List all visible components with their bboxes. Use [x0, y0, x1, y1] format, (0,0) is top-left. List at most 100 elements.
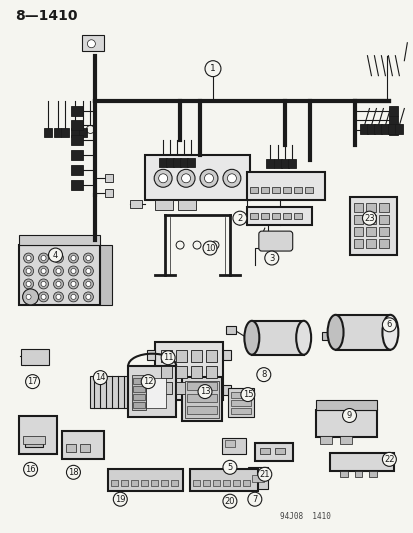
- Bar: [366, 215, 375, 224]
- Bar: [368, 471, 377, 477]
- Bar: [282, 187, 290, 193]
- Bar: [133, 377, 145, 384]
- Bar: [147, 385, 155, 394]
- Bar: [230, 392, 250, 398]
- Circle shape: [83, 266, 93, 276]
- Bar: [354, 471, 362, 477]
- Circle shape: [197, 385, 211, 399]
- Bar: [251, 321, 303, 354]
- Text: 10: 10: [204, 244, 215, 253]
- Circle shape: [26, 375, 40, 389]
- Bar: [366, 203, 375, 212]
- Bar: [389, 116, 397, 125]
- Bar: [367, 125, 375, 134]
- Circle shape: [86, 269, 91, 273]
- Circle shape: [227, 174, 236, 183]
- Bar: [178, 200, 196, 210]
- Bar: [192, 480, 199, 486]
- Bar: [206, 382, 216, 393]
- Text: 15: 15: [242, 390, 252, 399]
- Bar: [71, 135, 83, 146]
- Circle shape: [264, 251, 278, 265]
- Bar: [151, 480, 158, 486]
- Bar: [187, 382, 216, 390]
- Bar: [366, 227, 375, 236]
- Text: 13: 13: [199, 387, 210, 396]
- Circle shape: [158, 174, 167, 183]
- Circle shape: [71, 255, 76, 261]
- Ellipse shape: [295, 321, 311, 354]
- Bar: [147, 350, 155, 360]
- Bar: [82, 35, 104, 51]
- Circle shape: [26, 255, 31, 261]
- Bar: [260, 187, 268, 193]
- Text: 11: 11: [162, 353, 173, 362]
- Ellipse shape: [244, 321, 259, 354]
- Circle shape: [56, 281, 61, 286]
- Bar: [71, 165, 83, 175]
- Bar: [223, 480, 229, 486]
- Bar: [187, 406, 216, 414]
- Circle shape: [256, 368, 270, 382]
- Bar: [293, 213, 301, 219]
- Text: 23: 23: [363, 214, 374, 223]
- Bar: [378, 215, 389, 224]
- Circle shape: [24, 462, 38, 477]
- Circle shape: [24, 292, 33, 302]
- Bar: [271, 187, 279, 193]
- Circle shape: [26, 269, 31, 273]
- Bar: [242, 480, 249, 486]
- Bar: [247, 467, 267, 489]
- Bar: [212, 480, 219, 486]
- Text: 94J08  1410: 94J08 1410: [279, 512, 330, 521]
- Circle shape: [56, 269, 61, 273]
- Bar: [221, 439, 245, 454]
- Bar: [131, 480, 138, 486]
- Text: 17: 17: [27, 377, 38, 386]
- Bar: [190, 366, 202, 377]
- Bar: [335, 315, 389, 350]
- Circle shape: [83, 253, 93, 263]
- Bar: [71, 150, 83, 160]
- Bar: [190, 470, 257, 491]
- Bar: [259, 448, 269, 454]
- Bar: [130, 200, 142, 208]
- Circle shape: [48, 248, 62, 262]
- Bar: [353, 203, 363, 212]
- Bar: [246, 172, 324, 200]
- Bar: [224, 440, 234, 447]
- Bar: [366, 239, 375, 248]
- Bar: [287, 159, 295, 168]
- Circle shape: [86, 281, 91, 286]
- Bar: [249, 187, 257, 193]
- Circle shape: [56, 294, 61, 300]
- Text: 1: 1: [209, 64, 215, 73]
- Bar: [185, 381, 218, 418]
- Bar: [230, 400, 250, 406]
- Bar: [128, 366, 176, 417]
- Circle shape: [233, 211, 246, 225]
- Bar: [19, 235, 100, 245]
- Bar: [389, 106, 397, 116]
- Bar: [161, 366, 172, 377]
- Bar: [251, 475, 263, 482]
- Bar: [53, 128, 62, 138]
- Bar: [349, 197, 396, 255]
- Bar: [159, 158, 167, 167]
- Circle shape: [53, 266, 63, 276]
- Bar: [360, 125, 368, 134]
- Circle shape: [71, 281, 76, 286]
- Circle shape: [38, 266, 48, 276]
- Circle shape: [26, 294, 31, 300]
- Bar: [19, 245, 100, 305]
- Circle shape: [199, 169, 217, 187]
- Text: 7: 7: [252, 495, 257, 504]
- Bar: [176, 350, 187, 362]
- Text: 8: 8: [261, 370, 266, 379]
- Circle shape: [177, 169, 195, 187]
- Bar: [62, 431, 104, 459]
- Circle shape: [38, 253, 48, 263]
- Bar: [280, 159, 288, 168]
- Circle shape: [24, 279, 33, 289]
- Bar: [319, 437, 331, 445]
